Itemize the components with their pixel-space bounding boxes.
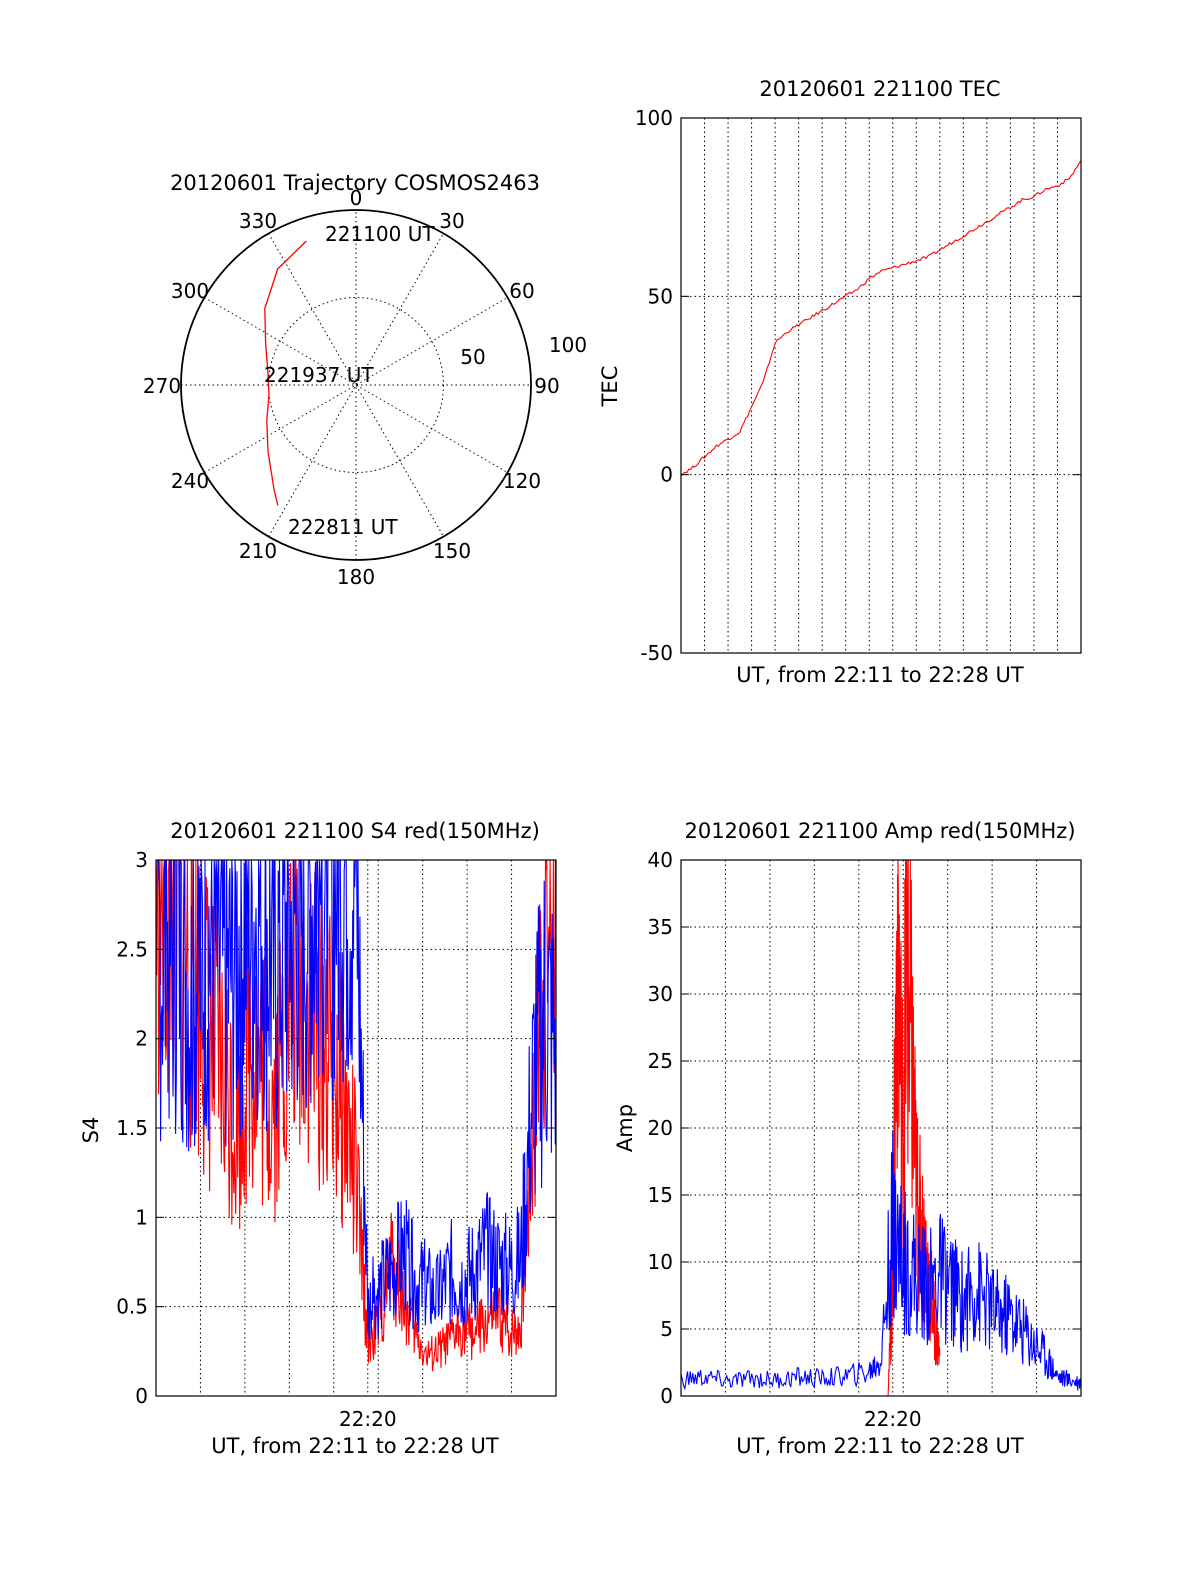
polar-annotation-end: 222811 UT — [288, 515, 398, 539]
polar-annotation-mid: 221937 UT — [264, 363, 374, 387]
tec-title: 20120601 221100 TEC — [759, 77, 1000, 101]
s4-yticks: 0 0.5 1 1.5 2 2.5 3 — [116, 848, 556, 1408]
s4-xticks: 22:20 — [339, 1407, 397, 1431]
amp-xticks: 22:20 — [864, 1407, 922, 1431]
angle-label-180: 180 — [337, 565, 375, 589]
polar-title: 20120601 Trajectory COSMOS2463 — [170, 171, 540, 195]
ytick-label: 1 — [135, 1205, 148, 1229]
series-line-1 — [156, 859, 557, 1340]
angle-label-90: 90 — [534, 374, 559, 398]
tec-grid — [681, 118, 1081, 653]
radial-tick-50: 50 — [460, 345, 485, 369]
polar-annotation-start: 221100 UT — [325, 222, 435, 246]
ytick-label: 2 — [135, 1027, 148, 1051]
ytick-label: 2.5 — [116, 937, 148, 961]
tec-yticks: -50 0 50 100 — [635, 106, 1081, 665]
angle-label-330: 330 — [239, 209, 277, 233]
angle-label-300: 300 — [171, 279, 209, 303]
angle-label-240: 240 — [171, 469, 209, 493]
series-line-0 — [887, 859, 941, 1397]
ytick-label: 35 — [648, 915, 673, 939]
ytick-label: 1.5 — [116, 1116, 148, 1140]
polar-outer-circle — [180, 209, 532, 561]
ytick-label: 30 — [648, 982, 673, 1006]
series-line-0 — [155, 859, 557, 1372]
ytick-label: 15 — [648, 1183, 673, 1207]
ytick-label: 0 — [135, 1384, 148, 1408]
radial-tick-100: 100 — [549, 333, 587, 357]
series-line-1 — [680, 1131, 1082, 1391]
s4-xlabel: UT, from 22:11 to 22:28 UT — [211, 1434, 499, 1458]
angle-label-270: 270 — [143, 374, 181, 398]
ytick-label: -50 — [640, 641, 673, 665]
ytick-label: 50 — [648, 284, 673, 308]
amp-series — [680, 859, 1082, 1397]
series-line-0 — [680, 160, 1082, 477]
amp-yticks: 0 5 10 15 20 25 30 35 40 — [648, 848, 1081, 1408]
amp-grid — [681, 860, 1081, 1396]
tec-ylabel: TEC — [598, 366, 622, 408]
ytick-label: 20 — [648, 1116, 673, 1140]
xtick-label: 22:20 — [864, 1407, 922, 1431]
ytick-label: 100 — [635, 106, 673, 130]
polar-series — [264, 240, 307, 506]
tec-series — [680, 160, 1082, 477]
trajectory-line — [264, 240, 307, 506]
tec-panel: 20120601 221100 TEC -50 0 50 100 UT, from 2… — [598, 77, 1082, 687]
ytick-label: 0 — [660, 1384, 673, 1408]
angle-label-150: 150 — [433, 539, 471, 563]
polar-grid — [181, 210, 531, 560]
polar-angle-labels: 0 30 60 90 120 150 180 210 240 270 300 3… — [143, 186, 560, 589]
amp-panel: 20120601 221100 Amp red(150MHz) 0 5 10 15 20… — [613, 819, 1082, 1458]
ytick-label: 0 — [660, 463, 673, 487]
polar-panel: 20120601 Trajectory COSMOS2463 0 30 60 9… — [143, 171, 587, 589]
amp-xlabel: UT, from 22:11 to 22:28 UT — [736, 1434, 1024, 1458]
ytick-label: 10 — [648, 1250, 673, 1274]
angle-label-60: 60 — [509, 279, 534, 303]
s4-title: 20120601 221100 S4 red(150MHz) — [170, 819, 540, 843]
s4-panel: 20120601 221100 S4 red(150MHz) 0 0.5 1 1.5 2… — [79, 819, 557, 1458]
ytick-label: 3 — [135, 848, 148, 872]
angle-label-0: 0 — [350, 186, 363, 210]
tec-axes-frame — [680, 117, 1082, 654]
angle-label-210: 210 — [239, 539, 277, 563]
ytick-label: 0.5 — [116, 1295, 148, 1319]
amp-title: 20120601 221100 Amp red(150MHz) — [684, 819, 1075, 843]
xtick-label: 22:20 — [339, 1407, 397, 1431]
angle-label-30: 30 — [439, 209, 464, 233]
angle-label-120: 120 — [503, 469, 541, 493]
ytick-label: 25 — [648, 1049, 673, 1073]
s4-ylabel: S4 — [79, 1117, 103, 1144]
tec-xlabel: UT, from 22:11 to 22:28 UT — [736, 663, 1024, 687]
amp-ylabel: Amp — [613, 1104, 637, 1152]
ytick-label: 5 — [660, 1317, 673, 1341]
s4-series — [155, 859, 557, 1372]
ytick-label: 40 — [648, 848, 673, 872]
